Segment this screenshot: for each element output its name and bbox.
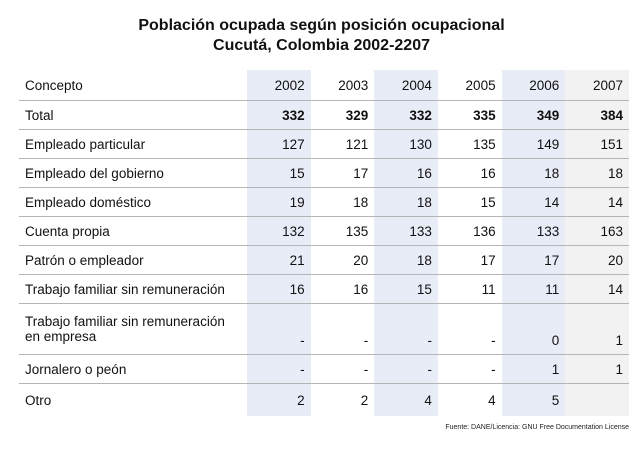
row-label: Trabajo familiar sin remuneración en emp…: [19, 303, 247, 355]
row-value: 0: [501, 303, 566, 355]
row-value: 2: [310, 383, 375, 416]
header-year: 2005: [437, 70, 502, 101]
row-value: -: [246, 303, 311, 355]
row-value: 17: [310, 158, 375, 188]
header-year: 2007: [565, 70, 629, 101]
table-row: Jornalero o peón - - - -1 1: [19, 354, 629, 384]
table-row: Trabajo familiar sin remuneración 16 16 15 1…: [19, 274, 629, 304]
row-value: 1: [565, 354, 629, 384]
row-value: [565, 383, 629, 416]
row-value: 20: [310, 245, 375, 275]
table-row: Total 332 329 332 335 349 384: [19, 100, 629, 130]
row-value: 18: [565, 158, 629, 188]
row-label: Jornalero o peón: [19, 354, 247, 384]
row-label: Cuenta propia: [19, 216, 247, 246]
row-value: 135: [437, 129, 502, 159]
row-value: 127: [246, 129, 311, 159]
row-value: 1: [565, 303, 629, 355]
row-value: 15: [437, 187, 502, 217]
row-value: 19: [246, 187, 311, 217]
row-label: Total: [19, 100, 247, 130]
row-value: 332: [246, 100, 311, 130]
row-value: 18: [374, 187, 438, 217]
row-value: 121: [310, 129, 375, 159]
header-concepto: Concepto: [19, 70, 247, 101]
row-value: 16: [246, 274, 311, 304]
table-title: Población ocupada según posición ocupaci…: [0, 16, 643, 56]
table-row: Cuenta propia 132 135 133 136 133 163: [19, 216, 629, 246]
table-row: Otro 2 2 4 4 5: [19, 383, 629, 416]
row-value: 18: [310, 187, 375, 217]
table-row: Trabajo familiar sin remuneración en emp…: [19, 303, 629, 355]
table-row: Empleado del gobierno 15 17 16 16 18 18: [19, 158, 629, 188]
header-year: 2004: [374, 70, 438, 101]
row-value: 14: [565, 274, 629, 304]
row-label: Empleado doméstico: [19, 187, 247, 217]
row-value: 15: [374, 274, 438, 304]
row-label: Empleado particular: [19, 129, 247, 159]
row-value: 14: [501, 187, 566, 217]
row-value: -: [374, 354, 438, 384]
row-value: 132: [246, 216, 311, 246]
row-label: Otro: [25, 392, 52, 408]
row-label: Patrón o empleador: [19, 245, 247, 275]
row-value: -: [246, 354, 311, 384]
title-line-1: Población ocupada según posición ocupaci…: [138, 17, 505, 34]
row-value: 349: [501, 100, 566, 130]
row-value: 16: [437, 158, 502, 188]
row-value: 11: [501, 274, 566, 304]
row-value: 11: [437, 274, 502, 304]
row-value: 163: [565, 216, 629, 246]
row-value: 130: [374, 129, 438, 159]
row-value: 151: [565, 129, 629, 159]
row-value: 133: [374, 216, 438, 246]
source-note: Fuente: DANE/Licencia: GNU Free Document…: [445, 424, 629, 431]
row-value: 16: [374, 158, 438, 188]
row-value: 335: [437, 100, 502, 130]
row-value: 384: [565, 100, 629, 130]
row-value: 136: [437, 216, 502, 246]
row-value: 5: [501, 383, 566, 416]
row-value: -: [437, 303, 502, 355]
row-label: Trabajo familiar sin remuneración: [19, 274, 247, 304]
row-value: -: [374, 303, 438, 355]
row-value: 1: [501, 354, 566, 384]
title-line-2: Cucutá, Colombia 2002-2207: [213, 37, 430, 54]
row-value: -: [310, 354, 375, 384]
header-year: 2003: [310, 70, 375, 101]
row-value: 4: [437, 383, 502, 416]
table-row: Empleado doméstico 19 18 18 15 14 14: [19, 187, 629, 217]
row-value: 332: [374, 100, 438, 130]
row-value: 21: [246, 245, 311, 275]
table-row: Patrón o empleador 21 20 18 17 17 20: [19, 245, 629, 275]
row-value: 2: [246, 383, 311, 416]
table-row: Empleado particular 127 121 130 135 149 151: [19, 129, 629, 159]
row-value: 135: [310, 216, 375, 246]
row-value: -: [437, 354, 502, 384]
row-value: 133: [501, 216, 566, 246]
row-value: 20: [565, 245, 629, 275]
row-value: 4: [374, 383, 438, 416]
row-value: 149: [501, 129, 566, 159]
header-year: 2002: [246, 70, 311, 101]
header-row: Concepto 2002 2003 2004 2005 2006 2007: [19, 70, 629, 101]
row-value: 16: [310, 274, 375, 304]
row-value: 18: [374, 245, 438, 275]
row-value: 18: [501, 158, 566, 188]
row-value: 15: [246, 158, 311, 188]
row-value: 17: [501, 245, 566, 275]
row-value: 14: [565, 187, 629, 217]
row-value: 17: [437, 245, 502, 275]
row-label: Empleado del gobierno: [19, 158, 247, 188]
data-table: Concepto 2002 2003 2004 2005 2006 2007 T…: [19, 70, 629, 416]
header-year: 2006: [501, 70, 566, 101]
row-value: 329: [310, 100, 375, 130]
row-value: -: [310, 303, 375, 355]
